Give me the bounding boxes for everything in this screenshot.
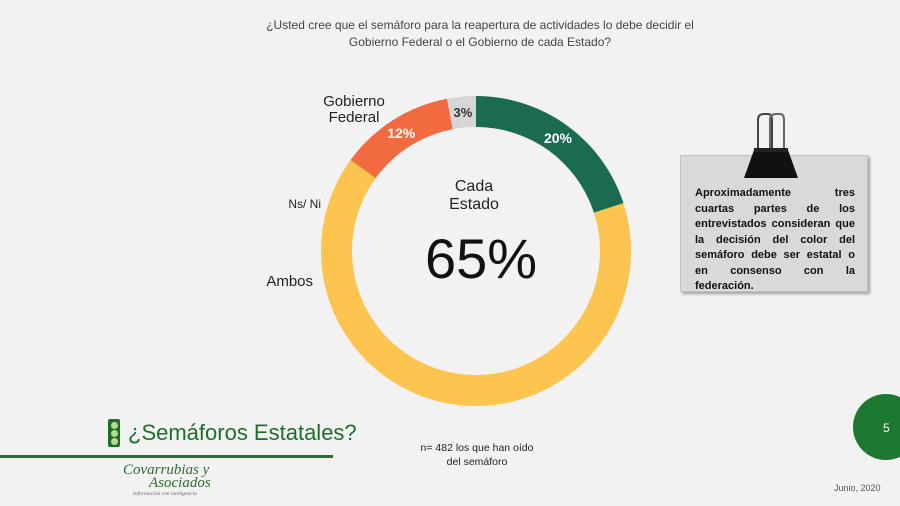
- category-label-federal: Federal: [329, 109, 380, 126]
- category-label-ns-ni: Ns/ Ni: [288, 197, 321, 211]
- question-line-1: ¿Usted cree que el semáforo para la reap…: [266, 18, 694, 32]
- donut-slice-cada-estado: [320, 159, 631, 406]
- binder-clip-icon: [744, 113, 798, 178]
- page-number: 5: [883, 421, 890, 435]
- sample-note-line-2: del semáforo: [446, 456, 508, 468]
- sample-size-note: n= 482 los que han oído del semáforo: [392, 441, 562, 469]
- center-label-line-2: Estado: [449, 196, 499, 213]
- logo-line-2: Asociados: [149, 475, 211, 491]
- donut-slice-ns-ni: [446, 96, 476, 130]
- category-label-gobierno: Gobierno: [323, 93, 385, 110]
- category-label-ambos: Ambos: [266, 273, 313, 290]
- logo-tagline: Información con inteligencia: [133, 491, 197, 497]
- slice-value-label: 3%: [453, 105, 472, 120]
- center-label-line-1: Cada: [455, 178, 493, 195]
- section-title: ¿Semáforos Estatales?: [108, 418, 357, 448]
- sample-note-line-1: n= 482 los que han oído: [420, 442, 534, 454]
- donut-slice-gobierno-federal: [476, 96, 624, 213]
- slice-value-label: 20%: [544, 130, 573, 146]
- traffic-light-icon: [108, 419, 120, 447]
- company-logo: Covarrubias y Asociados Información con …: [123, 462, 223, 498]
- title-underline: [0, 455, 333, 458]
- section-title-text: ¿Semáforos Estatales?: [128, 420, 357, 445]
- center-value: 65%: [425, 227, 537, 290]
- question-text: ¿Usted cree que el semáforo para la reap…: [230, 17, 730, 51]
- date-label: Junio, 2020: [834, 483, 881, 493]
- donut-slice-ambos: [350, 98, 453, 179]
- slice-value-label: 12%: [387, 125, 416, 141]
- question-line-2: Gobierno Federal o el Gobierno de cada E…: [348, 35, 612, 49]
- logo-line-1: Covarrubias y: [123, 462, 210, 478]
- page-number-badge: 5: [853, 394, 900, 460]
